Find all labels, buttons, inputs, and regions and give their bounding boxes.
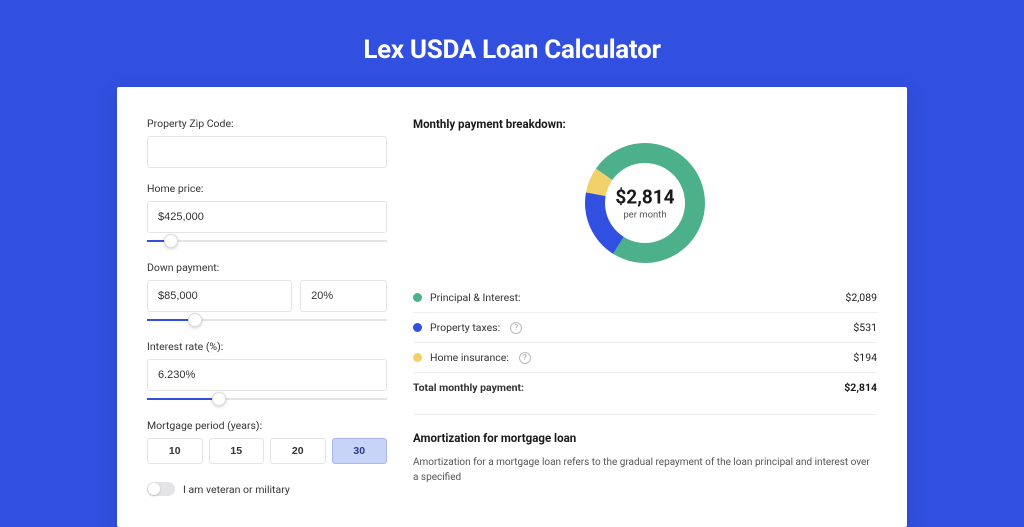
zip-label: Property Zip Code: <box>147 117 387 130</box>
mortgage-period-field-group: Mortgage period (years): 10152030 <box>147 419 387 464</box>
home-price-input[interactable] <box>147 201 387 233</box>
amortization-title: Amortization for mortgage loan <box>413 431 877 445</box>
donut-chart-wrap: $2,814 per month <box>413 143 877 263</box>
breakdown-total-row: Total monthly payment: $2,814 <box>413 373 877 402</box>
down-payment-amount-input[interactable] <box>147 280 292 312</box>
home-price-slider[interactable] <box>147 237 387 247</box>
total-label: Total monthly payment: <box>413 381 524 394</box>
breakdown-title: Monthly payment breakdown: <box>413 117 877 131</box>
breakdown-value: $194 <box>853 351 877 364</box>
mortgage-period-option[interactable]: 30 <box>332 438 388 464</box>
breakdown-row: Principal & Interest: $2,089 <box>413 283 877 313</box>
calculator-card: Property Zip Code: Home price: Down paym… <box>117 87 907 527</box>
veteran-toggle-label: I am veteran or military <box>183 483 290 496</box>
legend-dot <box>413 293 422 302</box>
slider-track <box>147 240 387 242</box>
breakdown-value: $531 <box>853 321 877 334</box>
mortgage-period-option[interactable]: 10 <box>147 438 203 464</box>
mortgage-period-label: Mortgage period (years): <box>147 419 387 432</box>
legend-dot <box>413 323 422 332</box>
zip-input[interactable] <box>147 136 387 168</box>
down-payment-percent-input[interactable] <box>300 280 387 312</box>
interest-rate-input[interactable] <box>147 359 387 391</box>
slider-thumb[interactable] <box>212 392 226 406</box>
breakdown-rows: Principal & Interest: $2,089 Property taxe… <box>413 283 877 373</box>
breakdown-row: Property taxes:? $531 <box>413 313 877 343</box>
info-icon[interactable]: ? <box>519 352 531 364</box>
down-payment-label: Down payment: <box>147 261 387 274</box>
home-price-label: Home price: <box>147 182 387 195</box>
toggle-thumb <box>148 483 160 495</box>
info-icon[interactable]: ? <box>510 322 522 334</box>
down-payment-slider[interactable] <box>147 316 387 326</box>
legend-dot <box>413 353 422 362</box>
home-price-field-group: Home price: <box>147 182 387 247</box>
page-title: Lex USDA Loan Calculator <box>0 0 1024 87</box>
donut-sublabel: per month <box>615 210 674 221</box>
breakdown-label: Property taxes: <box>430 321 500 334</box>
slider-fill <box>147 398 219 400</box>
veteran-toggle-row: I am veteran or military <box>147 482 387 496</box>
breakdown-row: Home insurance:? $194 <box>413 343 877 373</box>
inputs-column: Property Zip Code: Home price: Down paym… <box>147 117 387 527</box>
interest-rate-field-group: Interest rate (%): <box>147 340 387 405</box>
mortgage-period-option[interactable]: 15 <box>209 438 265 464</box>
down-payment-field-group: Down payment: <box>147 261 387 326</box>
veteran-toggle[interactable] <box>147 482 175 496</box>
slider-thumb[interactable] <box>188 313 202 327</box>
amortization-text: Amortization for a mortgage loan refers … <box>413 455 877 485</box>
mortgage-period-option[interactable]: 20 <box>270 438 326 464</box>
zip-field-group: Property Zip Code: <box>147 117 387 168</box>
breakdown-label: Principal & Interest: <box>430 291 521 304</box>
breakdown-label: Home insurance: <box>430 351 509 364</box>
donut-center: $2,814 per month <box>615 186 674 221</box>
donut-amount: $2,814 <box>615 186 674 209</box>
mortgage-period-buttons: 10152030 <box>147 438 387 464</box>
interest-rate-slider[interactable] <box>147 395 387 405</box>
breakdown-value: $2,089 <box>845 291 877 304</box>
interest-rate-label: Interest rate (%): <box>147 340 387 353</box>
total-value: $2,814 <box>844 381 877 394</box>
amortization-section: Amortization for mortgage loan Amortizat… <box>413 414 877 485</box>
breakdown-column: Monthly payment breakdown: $2,814 per mo… <box>413 117 877 527</box>
slider-thumb[interactable] <box>164 234 178 248</box>
